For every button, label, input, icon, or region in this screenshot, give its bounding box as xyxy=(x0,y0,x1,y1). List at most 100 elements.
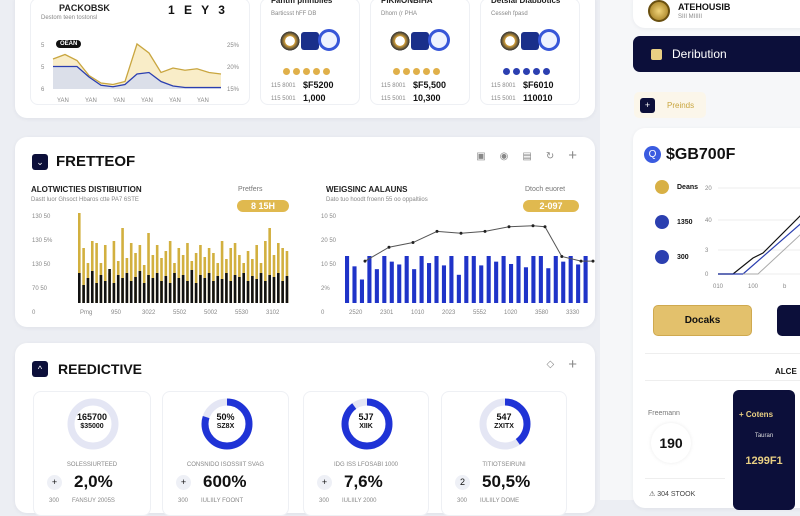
dark-bar xyxy=(242,273,246,303)
dark-bar xyxy=(90,271,94,303)
secondary-button[interactable] xyxy=(777,305,800,336)
distribution-chart: ALOTWICTIES DISTIBIUTION Dastt luor Ghso… xyxy=(18,180,303,325)
doc-icon xyxy=(651,48,662,60)
trend-line xyxy=(364,225,593,262)
blue-bar xyxy=(583,256,588,303)
blue-bar xyxy=(441,265,447,303)
plus-badge-icon[interactable]: 2 xyxy=(455,475,470,490)
profile-card[interactable]: ATEHOUSIB SIII MIIIII xyxy=(633,0,800,28)
distribution-title: ALOTWICTIES DISTIBIUTION xyxy=(31,185,142,194)
plus-badge-icon[interactable]: + xyxy=(47,475,62,490)
x-tick-label: 010 xyxy=(713,284,724,290)
dark-bar xyxy=(147,275,150,303)
legend-label: 1350 xyxy=(677,218,693,226)
summary-card[interactable]: Detsial Diabbotics Cesseh fpasd 115 8001… xyxy=(480,0,580,105)
blue-bar xyxy=(404,256,409,303)
section-title: REEDICTIVE xyxy=(58,361,143,377)
circle-icon[interactable]: ◉ xyxy=(499,151,509,162)
doc-icon[interactable]: ▤ xyxy=(522,151,532,162)
gold-bar xyxy=(147,233,150,303)
blue-bar xyxy=(479,265,484,303)
blue-bar xyxy=(538,256,543,303)
dark-bar xyxy=(246,281,250,303)
rating-dot xyxy=(523,68,530,75)
badge-value: 8 15H xyxy=(237,200,289,212)
shield-icon xyxy=(538,29,560,51)
docs-button[interactable]: Docaks xyxy=(653,305,752,336)
blue-bar xyxy=(359,279,365,303)
rating-dot xyxy=(393,68,400,75)
prediction-card[interactable]: 50% SZ8X CONSNIDO ISOSSIIT SVAG + 600% 30… xyxy=(162,391,289,516)
plus-badge-icon[interactable]: + xyxy=(317,475,332,490)
tab-preinds[interactable]: + Preinds xyxy=(634,92,706,118)
gold-bar xyxy=(229,248,233,303)
gold-bar xyxy=(160,258,163,303)
shield-icon xyxy=(428,29,450,51)
dark-bar xyxy=(199,275,202,303)
dark-bar xyxy=(251,276,254,303)
plus-badge-icon[interactable]: + xyxy=(176,475,191,490)
legend-item: Deans xyxy=(655,180,698,194)
trend-point xyxy=(363,259,367,263)
coin-avatar xyxy=(648,0,670,22)
blue-bar xyxy=(501,256,506,303)
dark-bar xyxy=(164,276,168,303)
legend-item: 1350 xyxy=(655,215,693,229)
team-badge-icon xyxy=(411,32,429,50)
chevron-down-icon[interactable]: ⌄ xyxy=(32,153,48,170)
y-tick-label: 40 xyxy=(705,218,712,224)
save-icon[interactable]: ▣ xyxy=(476,151,486,162)
blue-bar xyxy=(419,256,424,303)
refresh-icon[interactable]: ↻ xyxy=(545,151,555,162)
dark-bar xyxy=(138,271,142,303)
divider xyxy=(645,478,725,479)
rating-dot xyxy=(503,68,510,75)
gold-bar xyxy=(268,228,271,303)
gold-bar xyxy=(264,241,267,303)
summary-card[interactable]: PIKMONBIHA Dhorn (r PHA 115 8001 $F5,500… xyxy=(370,0,470,105)
blue-bar xyxy=(382,256,387,303)
gold-bar xyxy=(186,243,189,303)
value-primary: $F5200 xyxy=(303,80,334,90)
badge-label: Pretfers xyxy=(238,186,263,193)
chart-legend: 1 E Y 3 xyxy=(168,3,228,17)
diamond-icon[interactable]: ◇ xyxy=(546,359,555,370)
stat-label: Freemann xyxy=(648,410,680,417)
value-label: 115 5001 xyxy=(491,96,516,102)
dark-stat-card[interactable]: + Cotens Tauran 1299F1 xyxy=(733,390,795,510)
foot-note: FANSUY 2005S xyxy=(72,498,115,504)
y-tick-label: 20% xyxy=(227,65,240,71)
section-title: ALCE xyxy=(775,367,797,376)
plus-icon[interactable]: + xyxy=(568,147,577,164)
x-tick-label: 3022 xyxy=(142,310,156,316)
blue-bar xyxy=(561,261,566,303)
series-line xyxy=(718,223,800,275)
blue-bar xyxy=(345,256,350,303)
blue-bar xyxy=(352,266,357,303)
y-tick-label: 20 xyxy=(705,186,712,192)
chevron-up-icon[interactable]: ^ xyxy=(32,361,48,377)
blue-bar xyxy=(427,263,432,303)
rating-dot xyxy=(303,68,310,75)
gold-bar xyxy=(194,253,198,303)
value-label: 115 8001 xyxy=(381,83,406,89)
distribution-button[interactable]: Deribution xyxy=(633,36,800,72)
card-caption: TITIOTSEIRUNI xyxy=(482,462,526,468)
prediction-card[interactable]: 165700 $35000 SOLESSIURTEED + 2,0% 300 FA… xyxy=(33,391,151,516)
overview-area-chart: 5 5 6 25% 20% 15% YAN YAN YAN YAN YAN YAN xyxy=(41,42,240,104)
prediction-card[interactable]: 5J7 XIIK IDG ISS LFOSABI 1000 + 7,6% 300 … xyxy=(303,391,429,516)
plus-icon[interactable]: + xyxy=(568,356,577,373)
blue-bar xyxy=(546,268,551,303)
foot-label: 300 xyxy=(178,498,189,504)
gold-bar xyxy=(212,253,215,303)
dark-bar xyxy=(99,275,103,303)
prediction-card[interactable]: 547 ZXITX TITIOTSEIRUNI 2 50,5% 300 IULII… xyxy=(441,391,567,516)
team-badge-icon xyxy=(301,32,319,50)
divider xyxy=(645,353,800,354)
summary-card[interactable]: Fantm pmnbiles Barticsst hFF DB 115 8001… xyxy=(260,0,360,105)
x-tick-label: YAN xyxy=(85,98,97,104)
ring-value: 547 xyxy=(496,412,512,422)
legend-icon xyxy=(655,215,669,229)
dark-bar xyxy=(233,275,237,303)
